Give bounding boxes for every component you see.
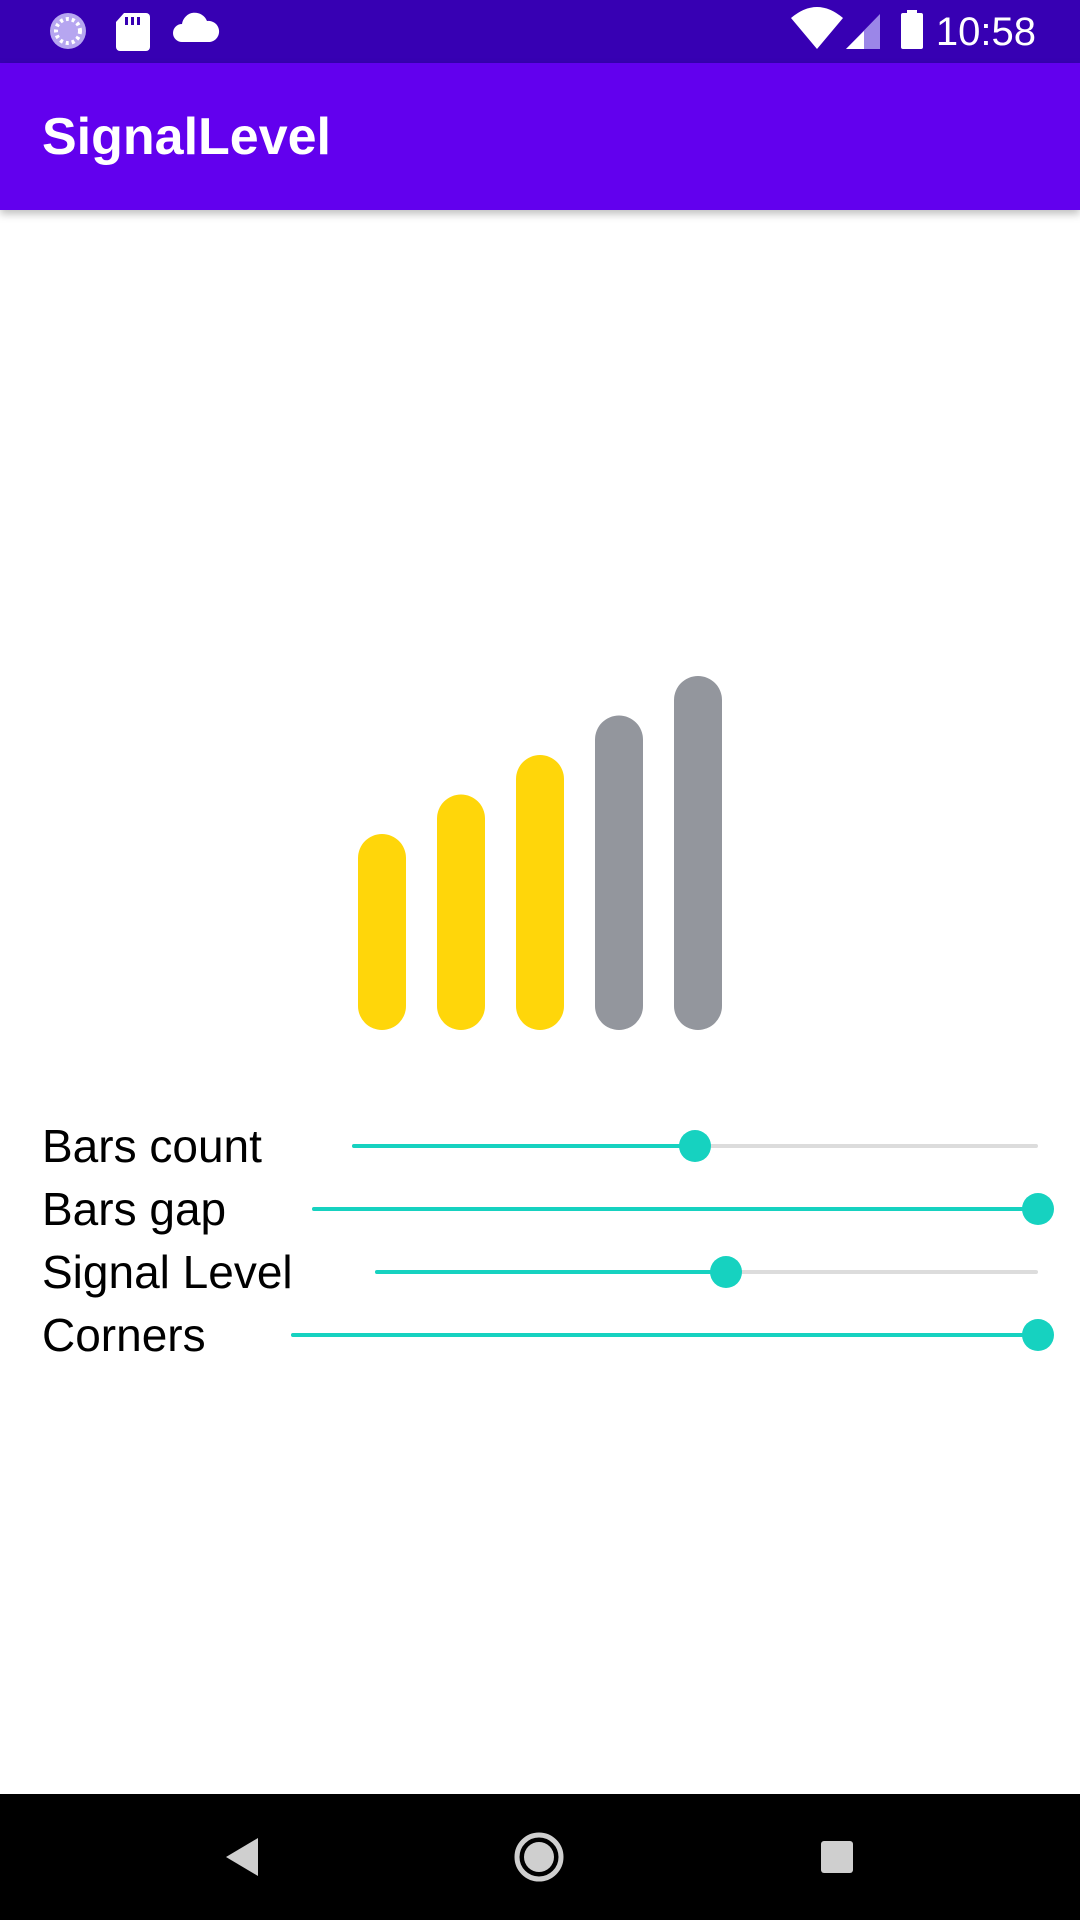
slider-fill — [291, 1333, 1038, 1337]
slider-fill — [312, 1207, 1038, 1211]
battery-icon — [901, 10, 923, 49]
cell-signal-icon — [846, 14, 880, 49]
slider-thumb[interactable] — [710, 1256, 743, 1288]
slider-row-bars-count: Bars count — [0, 1114, 1080, 1177]
app-bar: SignalLevel — [0, 63, 1080, 210]
bars-gap-slider[interactable] — [312, 1193, 1054, 1225]
sd-card-icon — [116, 13, 150, 51]
slider-label: Bars gap — [42, 1183, 227, 1235]
nav-bar — [0, 1794, 1080, 1920]
slider-thumb[interactable] — [679, 1130, 711, 1162]
slider-label: Signal Level — [42, 1246, 293, 1298]
signal-bar-5 — [674, 676, 722, 1030]
slider-label: Bars count — [42, 1120, 262, 1172]
home-icon[interactable] — [499, 1794, 579, 1920]
slider-fill — [352, 1144, 695, 1148]
slider-label: Corners — [42, 1309, 206, 1361]
signal-bar-1 — [358, 834, 406, 1030]
loading-icon — [50, 13, 86, 49]
wifi-icon — [791, 7, 843, 49]
slider-row-signal-level: Signal Level — [0, 1240, 1080, 1303]
back-icon[interactable] — [202, 1794, 282, 1920]
slider-thumb[interactable] — [1022, 1193, 1054, 1225]
slider-thumb[interactable] — [1022, 1319, 1054, 1351]
recents-icon[interactable] — [797, 1794, 877, 1920]
slider-fill — [375, 1270, 727, 1274]
signal-level-slider[interactable] — [375, 1256, 1038, 1288]
cloud-icon — [173, 12, 220, 42]
signal-bar-4 — [595, 715, 643, 1030]
corners-slider[interactable] — [291, 1319, 1054, 1351]
status-time: 10:58 — [935, 10, 1036, 54]
signal-bar-2 — [437, 794, 485, 1030]
app-title: SignalLevel — [42, 108, 331, 166]
slider-row-bars-gap: Bars gap — [0, 1177, 1080, 1240]
status-bar: 10:58 — [0, 0, 1080, 63]
signal-bar-3 — [516, 755, 564, 1030]
bars-count-slider[interactable] — [352, 1130, 1038, 1162]
signal-level-view — [358, 676, 722, 1030]
slider-row-corners: Corners — [0, 1303, 1080, 1366]
